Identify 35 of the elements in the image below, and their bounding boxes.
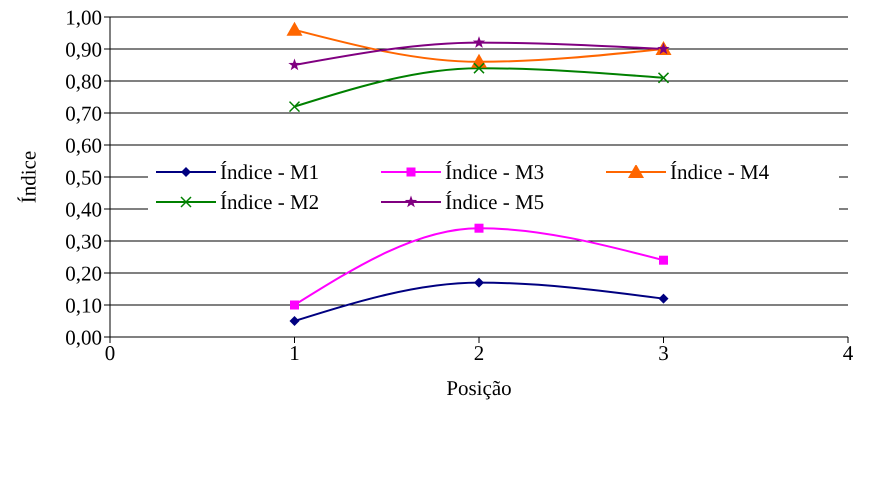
x-tick-label: 4 <box>842 340 854 365</box>
point <box>472 36 486 48</box>
y-tick-label: 0,50 <box>65 165 102 190</box>
y-tick-label: 0,80 <box>65 69 102 94</box>
point <box>474 278 484 288</box>
y-tick-label: 0,40 <box>65 197 102 222</box>
y-tick-label: 1,00 <box>65 5 102 30</box>
x-axis-title: Posição <box>446 376 512 400</box>
point <box>290 316 300 326</box>
x-tick-label: 2 <box>474 340 484 365</box>
point <box>288 100 300 112</box>
point <box>473 62 485 74</box>
point <box>288 58 301 70</box>
legend-label: Índice - M1 <box>220 160 320 184</box>
legend-label: Índice - M2 <box>220 190 320 214</box>
y-tick-label: 0,10 <box>65 293 102 318</box>
legend-label: Índice - M3 <box>445 160 544 184</box>
point <box>658 294 668 304</box>
point <box>286 22 302 36</box>
y-axis-title: Índice <box>16 150 40 204</box>
x-tick-label: 3 <box>658 340 669 365</box>
x-tick-label: 1 <box>289 340 300 365</box>
y-tick-label: 0,60 <box>65 133 102 158</box>
legend-label: Índice - M4 <box>670 160 770 184</box>
point <box>474 224 484 233</box>
x-tick-label: 0 <box>104 340 116 365</box>
point <box>290 300 299 310</box>
y-tick-label: 0,00 <box>65 325 102 350</box>
y-tick-label: 0,20 <box>65 261 102 286</box>
y-tick-label: 0,70 <box>65 101 102 126</box>
legend-label: Índice - M5 <box>445 190 544 214</box>
point <box>658 72 670 84</box>
y-tick-label: 0,30 <box>65 229 102 254</box>
y-tick-label: 0,90 <box>65 37 102 62</box>
point <box>659 256 668 265</box>
